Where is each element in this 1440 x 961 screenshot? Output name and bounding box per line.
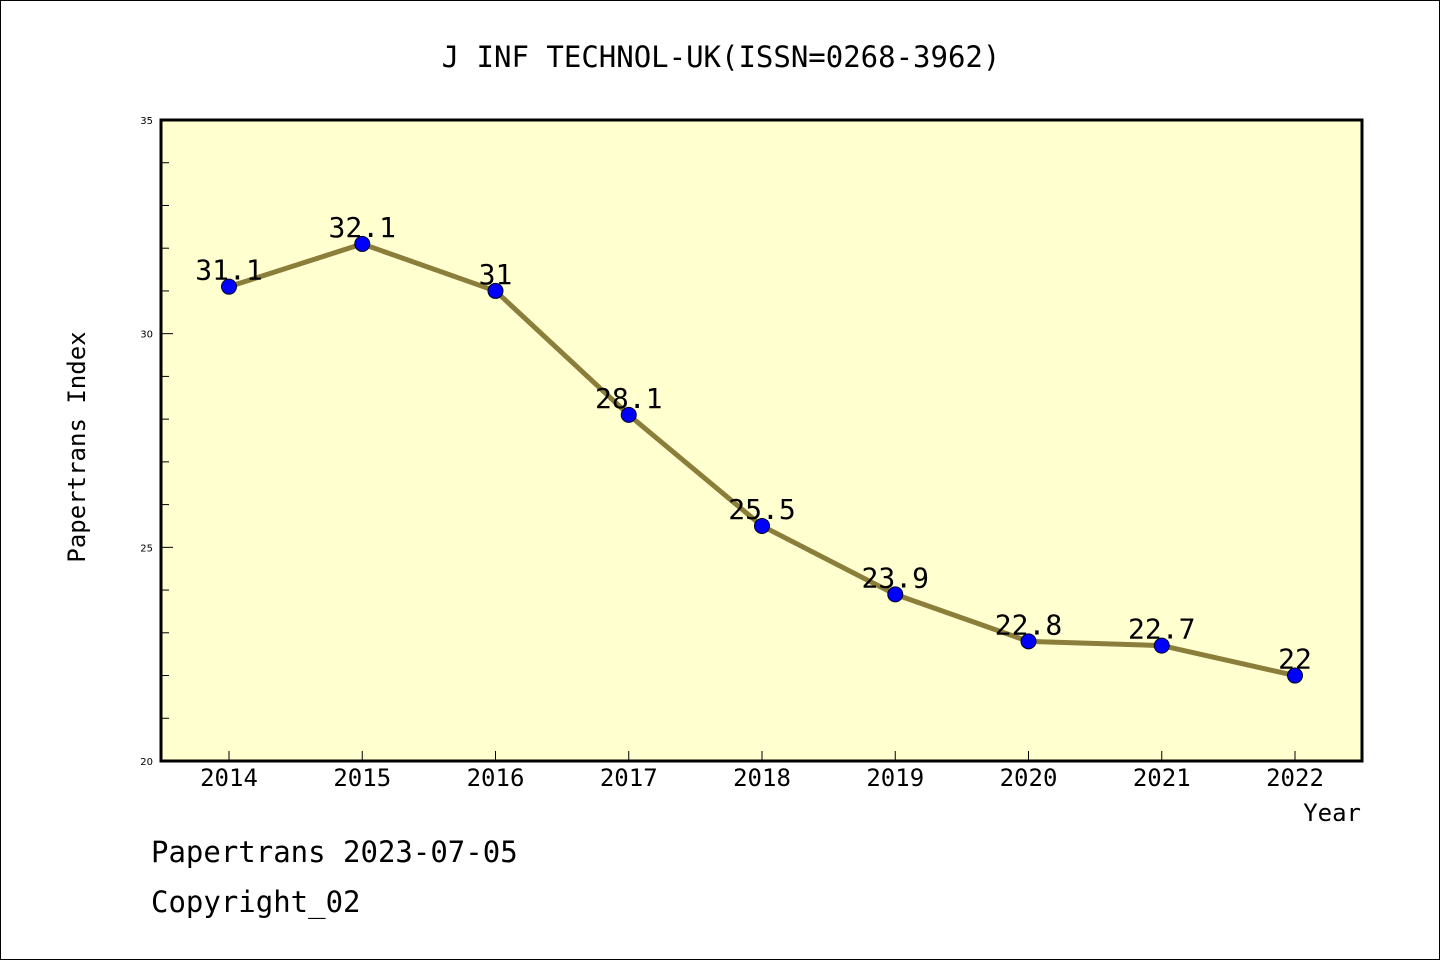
plot-area	[159, 118, 1364, 763]
x-tick-label: 2014	[200, 764, 258, 792]
y-axis-label: Papertrans Index	[63, 331, 91, 562]
data-label: 25.5	[728, 493, 795, 526]
y-tick-label: 30	[140, 330, 153, 341]
data-points	[221, 235, 1303, 684]
data-label: 22	[1278, 643, 1312, 676]
y-tick-label: 25	[140, 543, 153, 554]
x-tick-label: 2016	[467, 764, 525, 792]
x-tick-label: 2017	[600, 764, 658, 792]
data-point	[620, 406, 637, 423]
data-label: 32.1	[329, 211, 396, 244]
data-label: 31	[479, 258, 513, 291]
y-axis: 20 25 30 35	[140, 116, 173, 768]
data-point	[354, 235, 371, 252]
data-point	[1287, 667, 1303, 684]
chart-title: J INF TECHNOL-UK(ISSN=0268-3962)	[442, 40, 1001, 74]
data-point	[487, 282, 504, 299]
y-tick-label: 35	[140, 116, 153, 127]
data-labels: 31.1 32.1 31 28.1 25.5 23.9 22.8 22.7 22	[195, 211, 1312, 676]
x-tick-label: 2019	[866, 764, 924, 792]
x-tick-label: 2018	[733, 764, 791, 792]
x-tick-label: 2015	[333, 764, 391, 792]
data-point	[1020, 633, 1037, 650]
data-point	[887, 586, 904, 603]
x-tick-label: 2021	[1133, 764, 1191, 792]
x-axis: 2014 2015 2016 2017 2018 2019 2020 2021 2022	[200, 751, 1324, 792]
copyright-text: Copyright_02	[151, 885, 361, 919]
data-label: 23.9	[862, 561, 929, 594]
x-tick-label: 2022	[1266, 764, 1324, 792]
y-tick-label: 20	[140, 757, 153, 768]
data-point	[754, 517, 770, 534]
data-point	[1153, 637, 1170, 654]
data-label: 22.7	[1128, 613, 1195, 646]
data-label: 31.1	[195, 254, 262, 287]
data-label: 28.1	[595, 382, 662, 415]
source-date-text: Papertrans 2023-07-05	[151, 835, 518, 869]
data-point	[221, 278, 237, 295]
data-label: 22.8	[995, 608, 1062, 641]
x-tick-label: 2020	[1000, 764, 1058, 792]
x-axis-label: Year	[1303, 799, 1361, 827]
